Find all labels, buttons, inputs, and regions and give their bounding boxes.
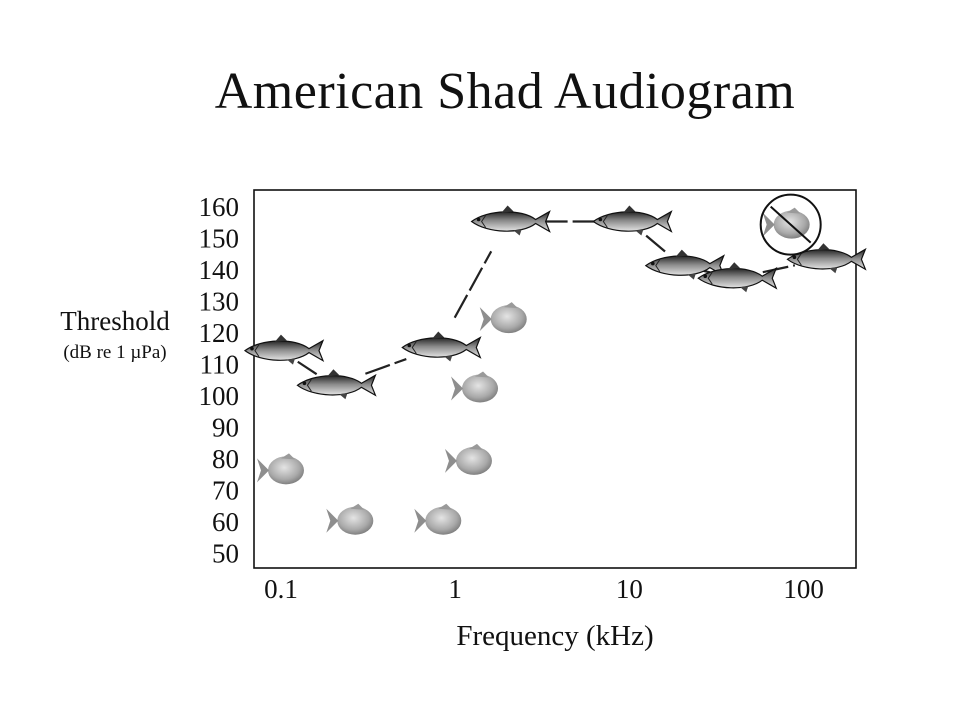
shad-marker [697,262,778,293]
y-tick-label: 150 [199,223,240,253]
y-tick-label: 160 [199,192,240,222]
goldfish-crossed-marker [759,193,822,256]
shad-connector-line [645,234,666,253]
shad-marker [592,205,673,236]
y-axis-label: Threshold (dB re 1 µPa) [40,306,190,363]
y-tick-label: 90 [212,412,239,442]
shad-connector-line [365,357,407,375]
goldfish-marker [444,443,492,475]
goldfish-marker [414,503,462,535]
series-markers [243,193,867,535]
goldfish-marker [479,302,527,334]
shad-marker [786,243,867,274]
y-tick-label: 60 [212,507,239,537]
y-tick-label: 80 [212,444,239,474]
shad-marker [401,331,482,362]
y-tick-label: 140 [199,255,240,285]
y-axis-units: (dB re 1 µPa) [63,342,167,363]
shad-marker [243,334,325,365]
y-tick-label: 70 [212,475,239,505]
shad-marker [296,369,377,400]
x-tick-label: 1 [448,574,462,604]
goldfish-marker [256,453,304,485]
y-tick-label: 110 [200,349,240,379]
shad-connector-line [297,360,318,376]
y-axis-title: Threshold [60,306,170,336]
shad-connector-line [453,250,493,319]
chart-title: American Shad Audiogram [214,63,796,120]
shad-marker [644,249,726,280]
goldfish-marker [451,371,499,403]
y-tick-label: 100 [199,381,240,411]
x-tick-label: 10 [616,574,643,604]
plot-frame [253,189,857,569]
y-tick-label: 120 [199,318,240,348]
goldfish-marker [326,503,374,535]
shad-connector-line [762,264,796,274]
x-tick-label: 0.1 [264,574,298,604]
x-tick-label: 100 [783,574,824,604]
y-tick-label: 50 [212,538,239,568]
series-lines [297,220,796,376]
x-axis-label: Frequency (kHz) [456,620,654,652]
y-tick-label: 130 [199,286,240,316]
shad-marker [470,205,551,236]
